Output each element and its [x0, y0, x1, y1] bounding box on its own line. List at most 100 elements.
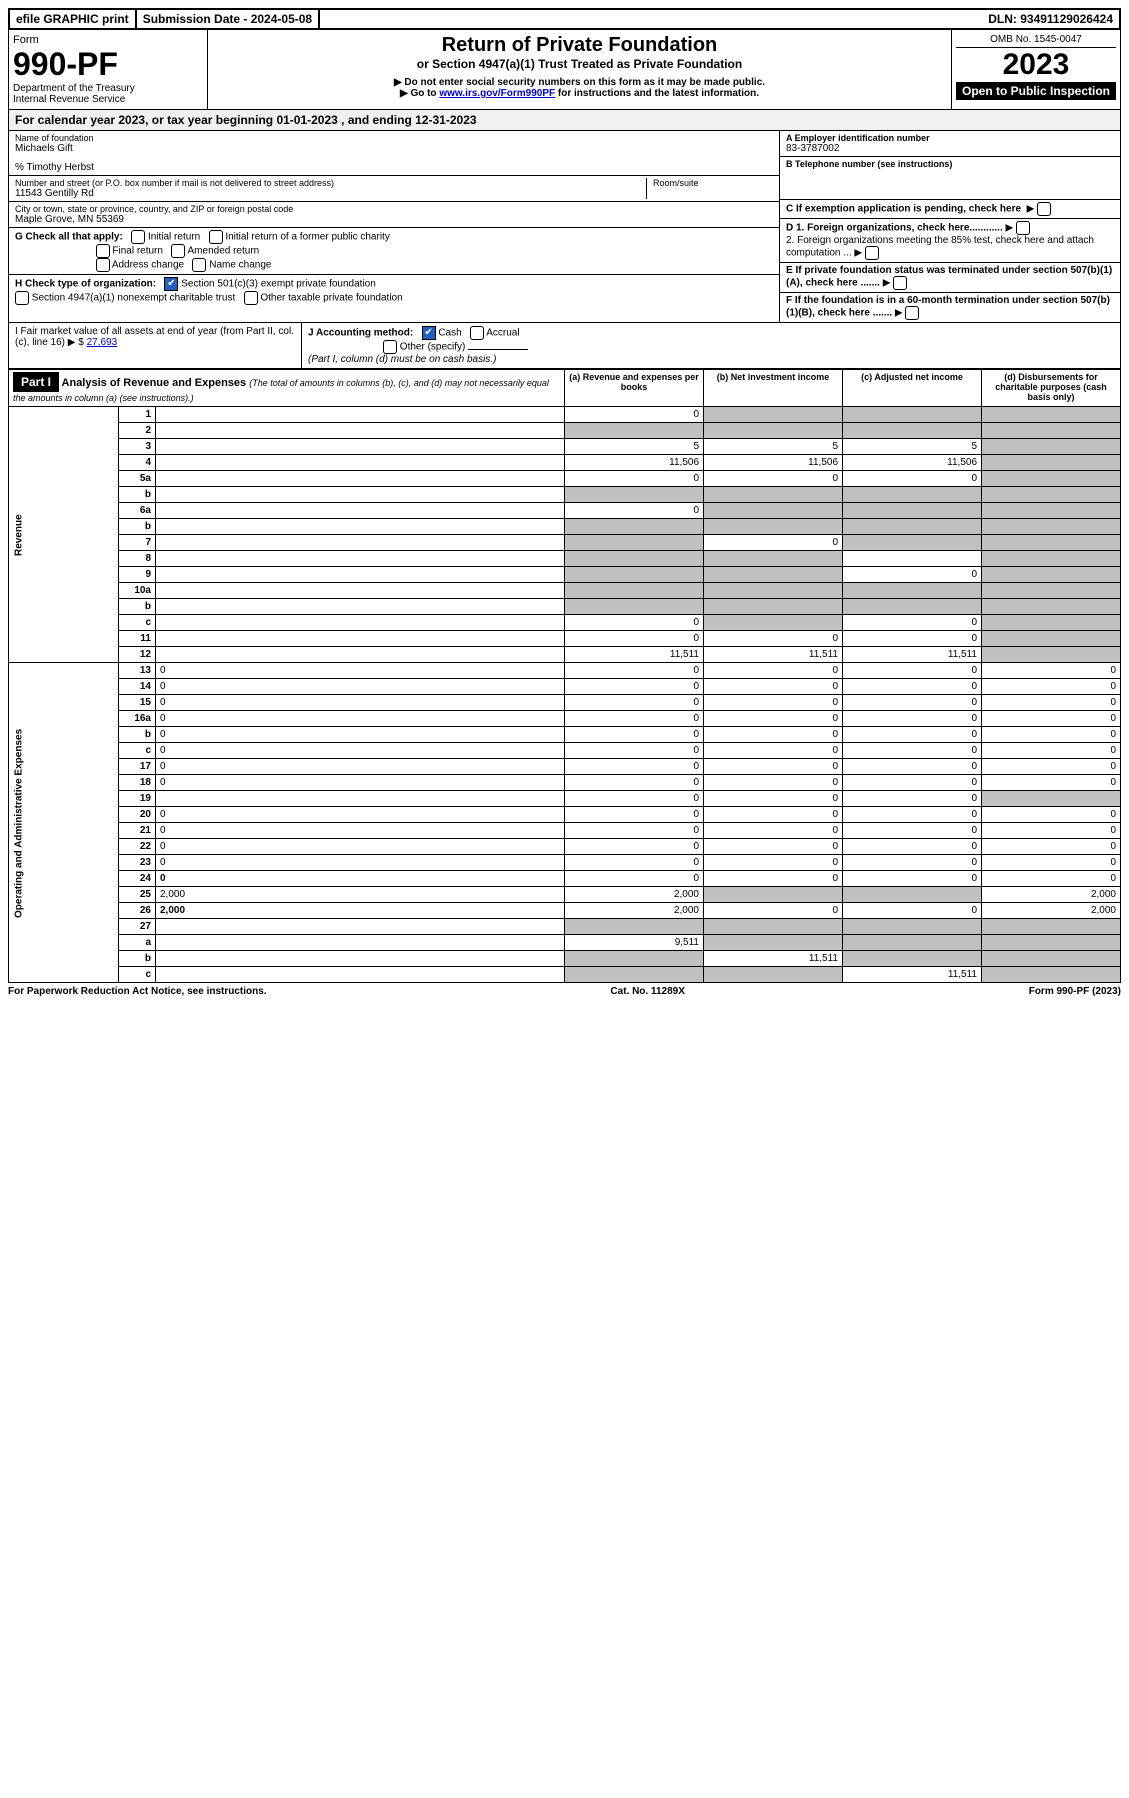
- cell-col-d: [982, 967, 1121, 983]
- header-center: Return of Private Foundation or Section …: [208, 30, 951, 109]
- cell-col-b: [704, 887, 843, 903]
- checkbox-c[interactable]: [1037, 202, 1051, 216]
- i-value[interactable]: 27,693: [87, 337, 118, 348]
- checkbox-d2[interactable]: [865, 246, 879, 260]
- cell-col-b: 0: [704, 471, 843, 487]
- cell-col-c: 0: [843, 743, 982, 759]
- checkbox-other-method[interactable]: [383, 340, 397, 354]
- j-other: Other (specify): [400, 342, 466, 353]
- cell-col-b: [704, 551, 843, 567]
- cell-col-a: 0: [565, 711, 704, 727]
- cell-col-a: [565, 551, 704, 567]
- table-row: Revenue10: [9, 407, 1121, 423]
- cell-col-a: 0: [565, 471, 704, 487]
- checkbox-f[interactable]: [905, 306, 919, 320]
- cell-col-a: 0: [565, 503, 704, 519]
- table-row: 2: [9, 423, 1121, 439]
- cell-col-a: 0: [565, 663, 704, 679]
- cell-col-b: 0: [704, 679, 843, 695]
- cell-col-d: [982, 567, 1121, 583]
- info-left: Name of foundation Michaels Gift % Timot…: [9, 131, 780, 322]
- cell-col-b: 0: [704, 775, 843, 791]
- row-description: 0: [156, 775, 565, 791]
- form-number: 990-PF: [13, 46, 203, 83]
- tax-year: 2023: [956, 48, 1116, 82]
- form990pf-link[interactable]: www.irs.gov/Form990PF: [439, 88, 555, 99]
- row-number: 10a: [119, 583, 156, 599]
- cell-col-d: 0: [982, 759, 1121, 775]
- j-cash: Cash: [438, 328, 461, 339]
- checkbox-initial-return[interactable]: [131, 230, 145, 244]
- row-number: b: [119, 487, 156, 503]
- cell-col-c: 0: [843, 471, 982, 487]
- row-description: [156, 407, 565, 423]
- row-number: 3: [119, 439, 156, 455]
- cell-col-a: 0: [565, 695, 704, 711]
- g-opt-2: Final return: [112, 246, 163, 257]
- cell-col-d: [982, 503, 1121, 519]
- row-description: 0: [156, 679, 565, 695]
- cell-col-c: 0: [843, 823, 982, 839]
- part1-title-text: Analysis of Revenue and Expenses: [62, 377, 247, 389]
- cell-col-a: [565, 967, 704, 983]
- j-note: (Part I, column (d) must be on cash basi…: [308, 354, 496, 365]
- h-opt2: Section 4947(a)(1) nonexempt charitable …: [32, 293, 235, 304]
- cell-col-b: [704, 503, 843, 519]
- row-number: 17: [119, 759, 156, 775]
- row-description: [156, 519, 565, 535]
- cell-col-b: [704, 967, 843, 983]
- row-number: 18: [119, 775, 156, 791]
- cell-col-a: 0: [565, 823, 704, 839]
- cell-col-c: 0: [843, 759, 982, 775]
- checkbox-other-taxable[interactable]: [244, 291, 258, 305]
- checkbox-name-change[interactable]: [192, 258, 206, 272]
- cell-col-a: 0: [565, 615, 704, 631]
- cell-col-c: [843, 919, 982, 935]
- row-number: b: [119, 599, 156, 615]
- checkbox-d1[interactable]: [1016, 221, 1030, 235]
- cell-col-c: [843, 551, 982, 567]
- cell-col-c: [843, 487, 982, 503]
- cell-col-b: 0: [704, 743, 843, 759]
- checkbox-501c3[interactable]: ✔: [164, 277, 178, 291]
- form-label: Form: [13, 34, 203, 46]
- checkbox-accrual[interactable]: [470, 326, 484, 340]
- cell-col-a: 0: [565, 407, 704, 423]
- cell-col-a: 2,000: [565, 903, 704, 919]
- checkbox-final-return[interactable]: [96, 244, 110, 258]
- cell-col-c: 0: [843, 791, 982, 807]
- checkbox-cash[interactable]: ✔: [422, 326, 436, 340]
- checkbox-4947[interactable]: [15, 291, 29, 305]
- table-row: 1700000: [9, 759, 1121, 775]
- table-row: 2400000: [9, 871, 1121, 887]
- phone-cell: B Telephone number (see instructions): [780, 157, 1120, 200]
- checkbox-initial-public[interactable]: [209, 230, 223, 244]
- row-description: [156, 919, 565, 935]
- e-cell: E If private foundation status was termi…: [780, 263, 1120, 293]
- cell-col-a: [565, 519, 704, 535]
- row-number: 15: [119, 695, 156, 711]
- care-of: % Timothy Herbst: [15, 162, 773, 173]
- checkbox-e[interactable]: [893, 276, 907, 290]
- row-number: 6a: [119, 503, 156, 519]
- cell-col-a: 0: [565, 871, 704, 887]
- row-number: 22: [119, 839, 156, 855]
- cell-col-a: 5: [565, 439, 704, 455]
- c-label: C If exemption application is pending, c…: [786, 204, 1021, 215]
- row-description: [156, 791, 565, 807]
- checkbox-address-change[interactable]: [96, 258, 110, 272]
- cell-col-c: 11,511: [843, 647, 982, 663]
- ein-value: 83-3787002: [786, 143, 1114, 154]
- cell-col-d: [982, 423, 1121, 439]
- d2-label: 2. Foreign organizations meeting the 85%…: [786, 235, 1094, 259]
- cell-col-c: 0: [843, 567, 982, 583]
- checkbox-amended[interactable]: [171, 244, 185, 258]
- g-opt-4: Address change: [112, 260, 184, 271]
- table-row: 2000000: [9, 807, 1121, 823]
- row-description: 0: [156, 823, 565, 839]
- row-description: [156, 551, 565, 567]
- cell-col-a: 0: [565, 743, 704, 759]
- row-number: 12: [119, 647, 156, 663]
- cell-col-a: 0: [565, 759, 704, 775]
- cell-col-b: 0: [704, 839, 843, 855]
